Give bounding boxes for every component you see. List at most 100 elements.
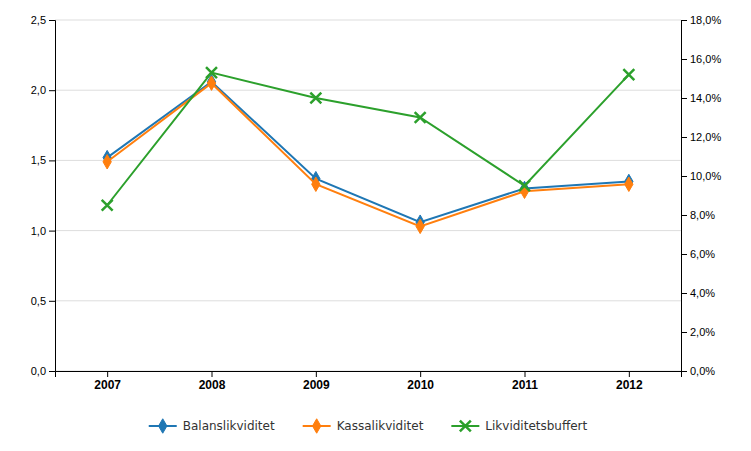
- x-tick-mark: [316, 371, 317, 377]
- y-tick: 2,0: [31, 84, 55, 96]
- y-tick-mark: [49, 301, 55, 302]
- legend-label: Balanslikviditet: [183, 419, 275, 433]
- legend-label: Likviditetsbuffert: [485, 419, 587, 433]
- y-tick-mark: [49, 231, 55, 232]
- x-tick-mark: [629, 371, 630, 377]
- legend-item: Likviditetsbuffert: [451, 419, 587, 433]
- x-tick-label: 2007: [94, 378, 121, 392]
- point: [102, 200, 113, 211]
- grid-line: [55, 90, 681, 91]
- y2-tick: 12,0%: [681, 131, 721, 143]
- y2-tick-mark: [681, 59, 687, 60]
- point: [206, 67, 217, 78]
- x-tick-label: 2011: [512, 378, 538, 392]
- y2-tick-label: 18,0%: [690, 14, 721, 26]
- x-tick: 2009: [303, 371, 330, 392]
- y2-tick-label: 10,0%: [690, 170, 721, 182]
- y-tick: 0,5: [31, 295, 55, 307]
- grid-line: [55, 300, 681, 301]
- series-line: [107, 73, 629, 206]
- x-tick-mark: [212, 371, 213, 377]
- x-tick-label: 2012: [616, 378, 643, 392]
- y2-tick-label: 14,0%: [690, 92, 721, 104]
- y2-tick-mark: [681, 254, 687, 255]
- legend-symbol: [313, 419, 321, 433]
- x-tick-mark: [107, 371, 108, 377]
- y2-tick-mark: [681, 20, 687, 21]
- y2-tick-label: 4,0%: [690, 287, 715, 299]
- axis-line: [49, 21, 56, 372]
- point: [625, 177, 633, 191]
- y-tick-label: 0,5: [31, 295, 46, 307]
- point: [623, 69, 634, 80]
- grid-line: [55, 230, 681, 231]
- axis-line: [682, 21, 688, 372]
- y-tick-mark: [49, 371, 55, 372]
- y2-tick: 8,0%: [681, 209, 715, 221]
- y2-tick-mark: [681, 137, 687, 138]
- x-tick: 2012: [616, 371, 643, 392]
- grid-line: [55, 160, 681, 161]
- grid: [55, 20, 681, 371]
- marks: [102, 67, 635, 233]
- y2-tick-mark: [681, 293, 687, 294]
- x-tick-label: 2008: [199, 378, 226, 392]
- point: [415, 112, 426, 123]
- x-tick: 2008: [199, 371, 226, 392]
- y-axis: 0,0 0,5 1,0 1,5 2,0 2,5: [31, 14, 56, 377]
- y2-axis: 0,0% 2,0% 4,0% 6,0% 8,0% 10,0% 12,0% 14,0% 16,0%…: [681, 14, 721, 377]
- y-tick: 1,5: [31, 154, 55, 166]
- y2-tick-mark: [681, 215, 687, 216]
- legend-item: Kassalikviditet: [303, 419, 424, 433]
- y2-tick: 10,0%: [681, 170, 721, 182]
- legend: Balanslikviditet Kassalikviditet Likvidite…: [149, 419, 588, 433]
- y2-tick-label: 2,0%: [690, 326, 715, 338]
- y-tick-label: 2,0: [31, 84, 46, 96]
- y2-tick-mark: [681, 176, 687, 177]
- y2-tick: 14,0%: [681, 92, 721, 104]
- y2-tick-label: 8,0%: [690, 209, 715, 221]
- y2-tick-label: 12,0%: [690, 131, 721, 143]
- y2-tick: 6,0%: [681, 248, 715, 260]
- x-tick-mark: [525, 371, 526, 377]
- y-tick-label: 2,5: [31, 14, 46, 26]
- x-tick-mark: [420, 371, 421, 377]
- y2-tick-label: 16,0%: [690, 53, 721, 65]
- point: [519, 180, 530, 191]
- y2-tick: 18,0%: [681, 14, 721, 26]
- axis-line: [56, 372, 682, 378]
- x-tick: 2011: [512, 371, 538, 392]
- y2-tick-mark: [681, 98, 687, 99]
- y-tick-label: 1,5: [31, 154, 46, 166]
- y2-tick-mark: [681, 332, 687, 333]
- x-axis: 2007 2008 2009 2010 2011 2012: [56, 371, 682, 392]
- y-tick-label: 1,0: [31, 225, 46, 237]
- x-tick-label: 2010: [407, 378, 434, 392]
- y2-tick-label: 0,0%: [690, 365, 715, 377]
- y-tick-mark: [49, 90, 55, 91]
- point: [207, 76, 215, 90]
- x-tick: 2010: [407, 371, 434, 392]
- legend-symbol: [159, 419, 167, 433]
- y2-tick: 16,0%: [681, 53, 721, 65]
- chart: 2007 2008 2009 2010 2011 2012 0,0 0,5 1,0 1,5 2,0 2…: [0, 0, 751, 451]
- y-tick-mark: [49, 160, 55, 161]
- legend-label: Kassalikviditet: [337, 419, 424, 433]
- legend-symbol: [460, 421, 471, 432]
- plot: 2007 2008 2009 2010 2011 2012 0,0 0,5 1,0 1,5 2,0 2…: [31, 14, 722, 392]
- y-tick: 2,5: [31, 14, 55, 26]
- y-tick-label: 0,0: [31, 365, 46, 377]
- y2-tick-mark: [681, 371, 687, 372]
- x-tick-label: 2009: [303, 378, 330, 392]
- point: [103, 155, 111, 169]
- y-tick: 1,0: [31, 225, 55, 237]
- point: [310, 93, 321, 104]
- point: [312, 177, 320, 191]
- y-tick: 0,0: [31, 365, 55, 377]
- series: [103, 75, 633, 230]
- series: [102, 67, 635, 211]
- y2-tick-label: 6,0%: [690, 248, 715, 260]
- y2-tick: 2,0%: [681, 326, 715, 338]
- y-tick-mark: [49, 20, 55, 21]
- y2-tick: 4,0%: [681, 287, 715, 299]
